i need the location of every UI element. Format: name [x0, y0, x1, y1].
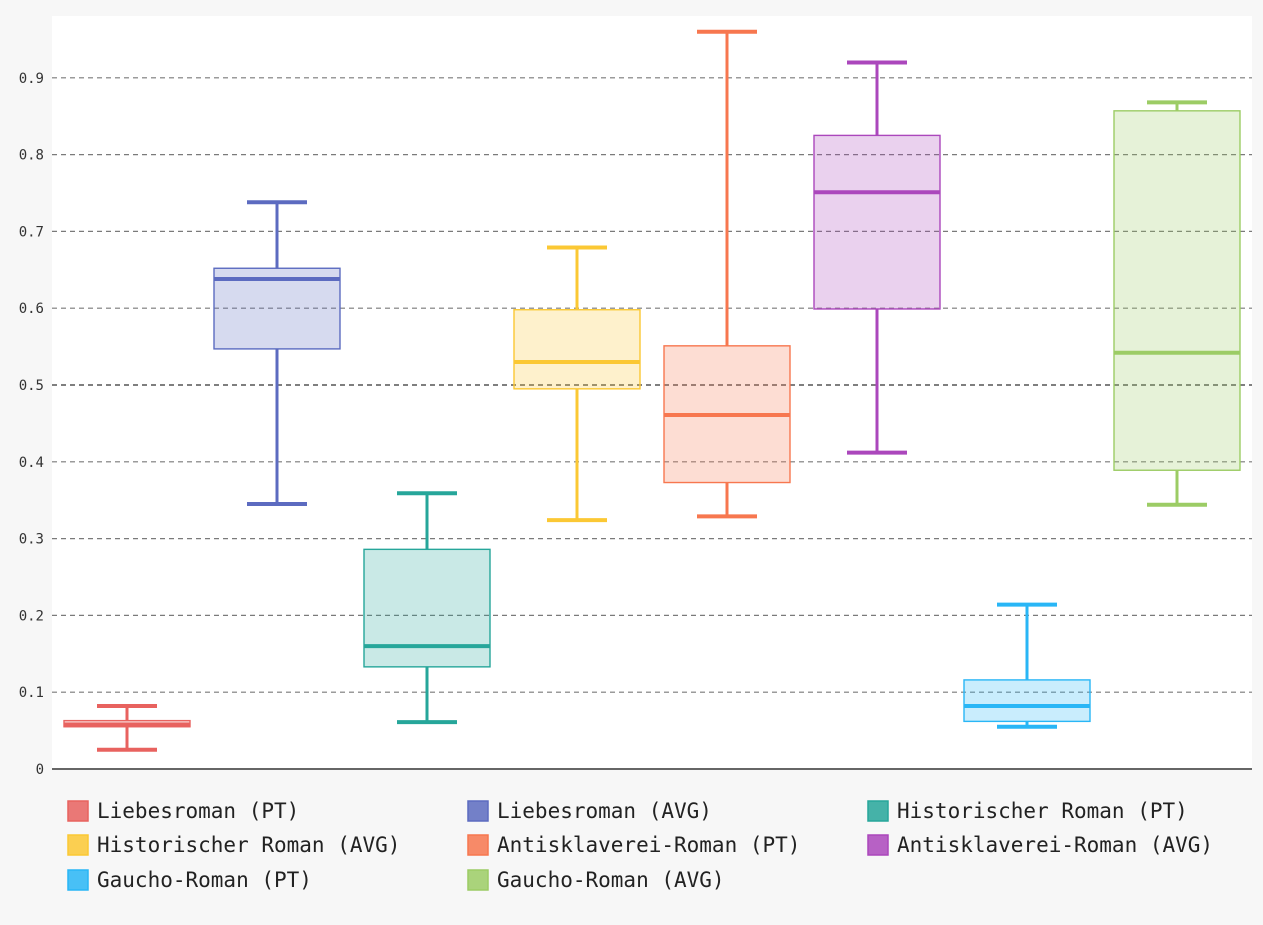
legend-label: Gaucho-Roman (PT) — [97, 868, 312, 892]
iqr-box — [363, 548, 491, 668]
legend-swatch — [467, 800, 489, 822]
legend-label: Historischer Roman (PT) — [897, 799, 1188, 823]
legend-swatch — [67, 869, 89, 891]
legend-swatch — [867, 800, 889, 822]
y-tick-label: 0.6 — [19, 301, 44, 317]
legend-label: Liebesroman (AVG) — [497, 799, 712, 823]
legend-item: Historischer Roman (AVG) — [67, 833, 400, 857]
iqr-box — [963, 679, 1091, 723]
iqr-box — [813, 134, 941, 310]
box-series — [663, 29, 791, 519]
y-tick-label: 0.3 — [19, 532, 44, 548]
y-gridlines — [52, 77, 1252, 693]
y-tick-label: 0.7 — [19, 224, 44, 240]
y-tick-label: 0.2 — [19, 608, 44, 624]
legend-swatch — [467, 834, 489, 856]
legend-label: Liebesroman (PT) — [97, 799, 299, 823]
box-series — [513, 245, 641, 523]
y-tick-label: 0.9 — [19, 71, 44, 87]
box-series — [63, 704, 191, 752]
legend-swatch — [67, 800, 89, 822]
legend-label: Gaucho-Roman (AVG) — [497, 868, 725, 892]
iqr-box — [513, 309, 641, 390]
box-series — [363, 491, 491, 725]
boxes — [63, 29, 1241, 752]
legend-item: Antisklaverei-Roman (PT) — [467, 833, 800, 857]
y-tick-label: 0.8 — [19, 148, 44, 164]
legend-item: Gaucho-Roman (AVG) — [467, 868, 725, 892]
y-tick-label: 0.5 — [19, 378, 44, 394]
legend-swatch — [67, 834, 89, 856]
y-tick-label: 0.1 — [19, 685, 44, 701]
legend-item: Antisklaverei-Roman (AVG) — [867, 833, 1213, 857]
legend-label: Historischer Roman (AVG) — [97, 833, 400, 857]
y-tick-label: 0 — [36, 762, 44, 778]
legend-label: Antisklaverei-Roman (AVG) — [897, 833, 1213, 857]
y-tick-label: 0.4 — [19, 455, 44, 471]
legend-label: Antisklaverei-Roman (PT) — [497, 833, 800, 857]
legend: Liebesroman (PT) Liebesroman (AVG) Histori… — [67, 799, 1213, 892]
box-series — [213, 200, 341, 507]
y-tick-labels: 0 0.1 0.2 0.3 0.4 0.5 0.6 0.7 0.8 0.9 — [19, 71, 44, 778]
legend-swatch — [867, 834, 889, 856]
legend-swatch — [467, 869, 489, 891]
legend-item: Liebesroman (AVG) — [467, 799, 712, 823]
box-series — [813, 60, 941, 455]
legend-item: Gaucho-Roman (PT) — [67, 868, 312, 892]
iqr-box — [213, 267, 341, 350]
plot-area — [52, 16, 1252, 770]
legend-item: Historischer Roman (PT) — [867, 799, 1188, 823]
iqr-box — [1113, 110, 1241, 471]
box-series — [963, 602, 1091, 729]
legend-item: Liebesroman (PT) — [67, 799, 299, 823]
box-series — [1113, 100, 1241, 507]
